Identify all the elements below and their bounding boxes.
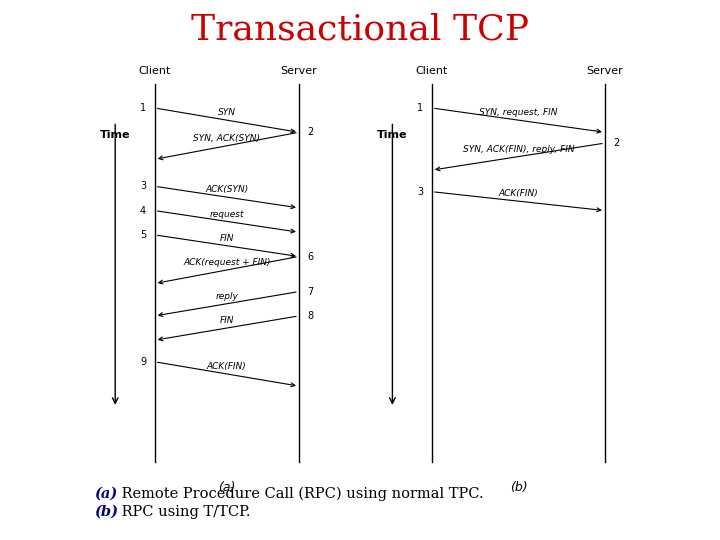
Text: SYN, request, FIN: SYN, request, FIN (479, 109, 558, 117)
Text: SYN, ACK(SYN): SYN, ACK(SYN) (193, 134, 261, 143)
Text: (b): (b) (510, 481, 527, 494)
Text: SYN, ACK(FIN), reply, FIN: SYN, ACK(FIN), reply, FIN (462, 145, 575, 154)
Text: reply: reply (215, 292, 238, 301)
Text: (b): (b) (94, 505, 117, 519)
Text: Server: Server (586, 65, 624, 76)
Text: FIN: FIN (220, 234, 234, 243)
Text: Time: Time (377, 130, 408, 140)
Text: 3: 3 (417, 187, 423, 197)
Text: ACK(FIN): ACK(FIN) (498, 190, 539, 199)
Text: 2: 2 (307, 127, 314, 137)
Text: Transactional TCP: Transactional TCP (191, 13, 529, 46)
Text: 1: 1 (140, 103, 146, 113)
Text: 6: 6 (307, 252, 314, 261)
Text: 3: 3 (140, 181, 146, 191)
Text: ACK(request + FIN): ACK(request + FIN) (183, 258, 271, 267)
Text: SYN: SYN (218, 109, 236, 117)
Text: Server: Server (280, 65, 318, 76)
Text: 8: 8 (307, 311, 314, 321)
Text: (a): (a) (94, 487, 117, 501)
Text: 1: 1 (417, 103, 423, 113)
Text: 7: 7 (307, 287, 314, 296)
Text: Remote Procedure Call (RPC) using normal TPC.: Remote Procedure Call (RPC) using normal… (117, 487, 484, 501)
Text: Time: Time (100, 130, 130, 140)
Text: FIN: FIN (220, 316, 234, 325)
Text: Client: Client (139, 65, 171, 76)
Text: ACK(FIN): ACK(FIN) (207, 362, 247, 372)
Text: Client: Client (416, 65, 448, 76)
Text: (a): (a) (218, 481, 235, 494)
Text: request: request (210, 210, 244, 219)
Text: 5: 5 (140, 230, 146, 240)
Text: RPC using T/TCP.: RPC using T/TCP. (117, 505, 251, 519)
Text: 9: 9 (140, 357, 146, 367)
Text: ACK(SYN): ACK(SYN) (205, 185, 248, 194)
Text: 4: 4 (140, 206, 146, 215)
Text: 2: 2 (613, 138, 620, 148)
